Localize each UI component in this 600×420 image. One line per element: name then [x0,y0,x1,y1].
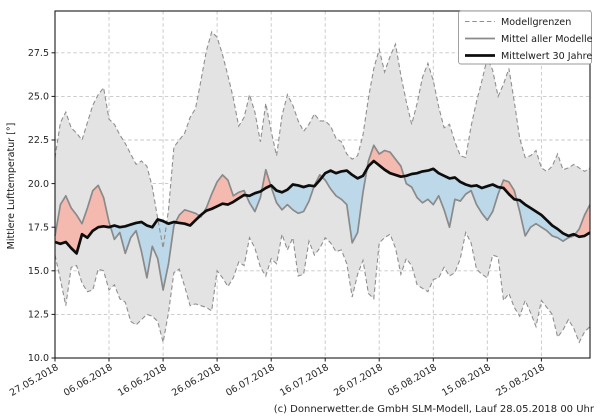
colder-than-normal-area [403,168,501,228]
y-tick-label: 10.0 [28,353,49,364]
warmer-than-normal-area [367,145,404,177]
y-tick-label: 20.0 [28,179,49,190]
colder-than-normal-area [322,168,368,243]
x-tick-label: 06.07.2018 [224,362,277,399]
x-tick-label: 05.08.2018 [386,362,439,399]
y-tick-label: 22.5 [28,135,49,146]
y-tick-label: 27.5 [28,48,49,59]
y-tick-label: 12.5 [28,310,49,321]
y-tick-label: 15.0 [28,266,49,277]
climate-mean-line [54,159,591,255]
legend-box [458,10,592,65]
x-tick-label: 25.08.2018 [494,362,547,399]
x-tick-label: 27.05.2018 [8,362,61,399]
x-tick-label: 15.08.2018 [440,362,493,399]
x-tick-label: 16.06.2018 [116,362,169,399]
warmer-than-normal-area [55,185,111,254]
y-axis-label: Mittlere Lufttemperatur [°] [6,123,17,250]
colder-than-normal-area [270,184,315,214]
y-tick-label: 17.5 [28,222,49,233]
x-tick-label: 16.07.2018 [278,362,331,399]
warmer-than-normal-area [500,180,517,200]
x-tick-label: 26.06.2018 [170,362,223,399]
model-lower-bound-line [54,230,591,344]
chart-layers: 10.0 12.5 15.0 17.5 20.0 22.5 25.0 27.5 27.05.20… [8,10,593,399]
colder-than-normal-area [110,219,176,290]
legend-label-3: Mittelwert 30 Jahre [501,51,592,62]
warmer-than-normal-area [203,174,247,214]
model-upper-bound-line [54,30,591,249]
legend-label-2: Mittel aller Modelle [501,34,593,45]
legend-label-1: Modellgrenzen [501,17,571,28]
plot-frame [54,10,591,359]
copyright-footer: (c) Donnerwetter.de GmbH SLM-Modell, Lau… [274,404,595,415]
model-spread-area [55,31,590,343]
y-tick-label: 25.0 [28,92,49,103]
legend: Modellgrenzen Mittel aller Modelle Mittelw… [458,10,593,65]
x-tick-label: 26.07.2018 [332,362,385,399]
x-tick-label: 06.06.2018 [62,362,115,399]
